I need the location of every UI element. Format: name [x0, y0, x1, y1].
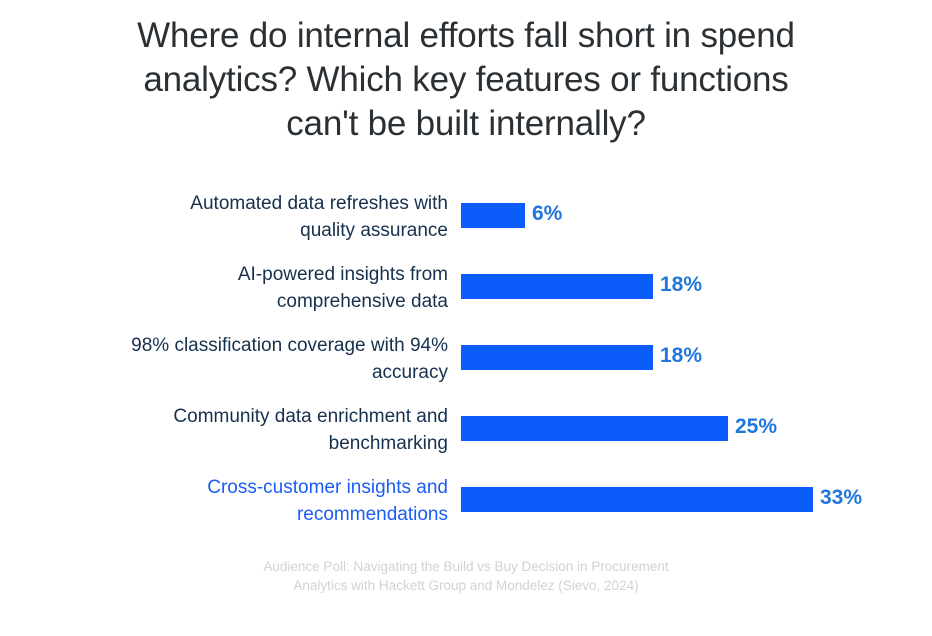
- bar-category-label: 98% classification coverage with 94% acc…: [131, 335, 448, 383]
- bar-row: Cross-customer insights and recommendati…: [0, 474, 932, 532]
- bar-value-label: 25%: [735, 415, 778, 438]
- chart-source-annotation: Audience Poll: Navigating the Build vs B…: [263, 559, 669, 593]
- bar-row: Automated data refreshes with quality as…: [0, 190, 932, 248]
- bar-category-label: Automated data refreshes with quality as…: [190, 193, 448, 241]
- chart-title: Where do internal efforts fall short in …: [137, 16, 795, 143]
- bar-value-label: 6%: [532, 202, 563, 225]
- bar-fill: [461, 203, 525, 228]
- bar-chart-plot-area: Automated data refreshes with quality as…: [0, 190, 932, 535]
- bar-fill: [461, 416, 728, 441]
- bar-value-label: 18%: [660, 344, 703, 367]
- bar-row: 98% classification coverage with 94% acc…: [0, 332, 932, 390]
- bar-fill: [461, 274, 653, 299]
- bar-category-label: Community data enrichment and benchmarki…: [173, 406, 448, 454]
- bar-fill: [461, 345, 653, 370]
- bar-row: AI-powered insights from comprehensive d…: [0, 261, 932, 319]
- bar-row: Community data enrichment and benchmarki…: [0, 403, 932, 461]
- bar-category-label: AI-powered insights from comprehensive d…: [237, 264, 448, 312]
- bar-category-label-highlighted: Cross-customer insights and recommendati…: [207, 477, 448, 525]
- bar-value-label: 33%: [820, 486, 863, 509]
- bar-fill: [461, 487, 813, 512]
- bar-value-label: 18%: [660, 273, 703, 296]
